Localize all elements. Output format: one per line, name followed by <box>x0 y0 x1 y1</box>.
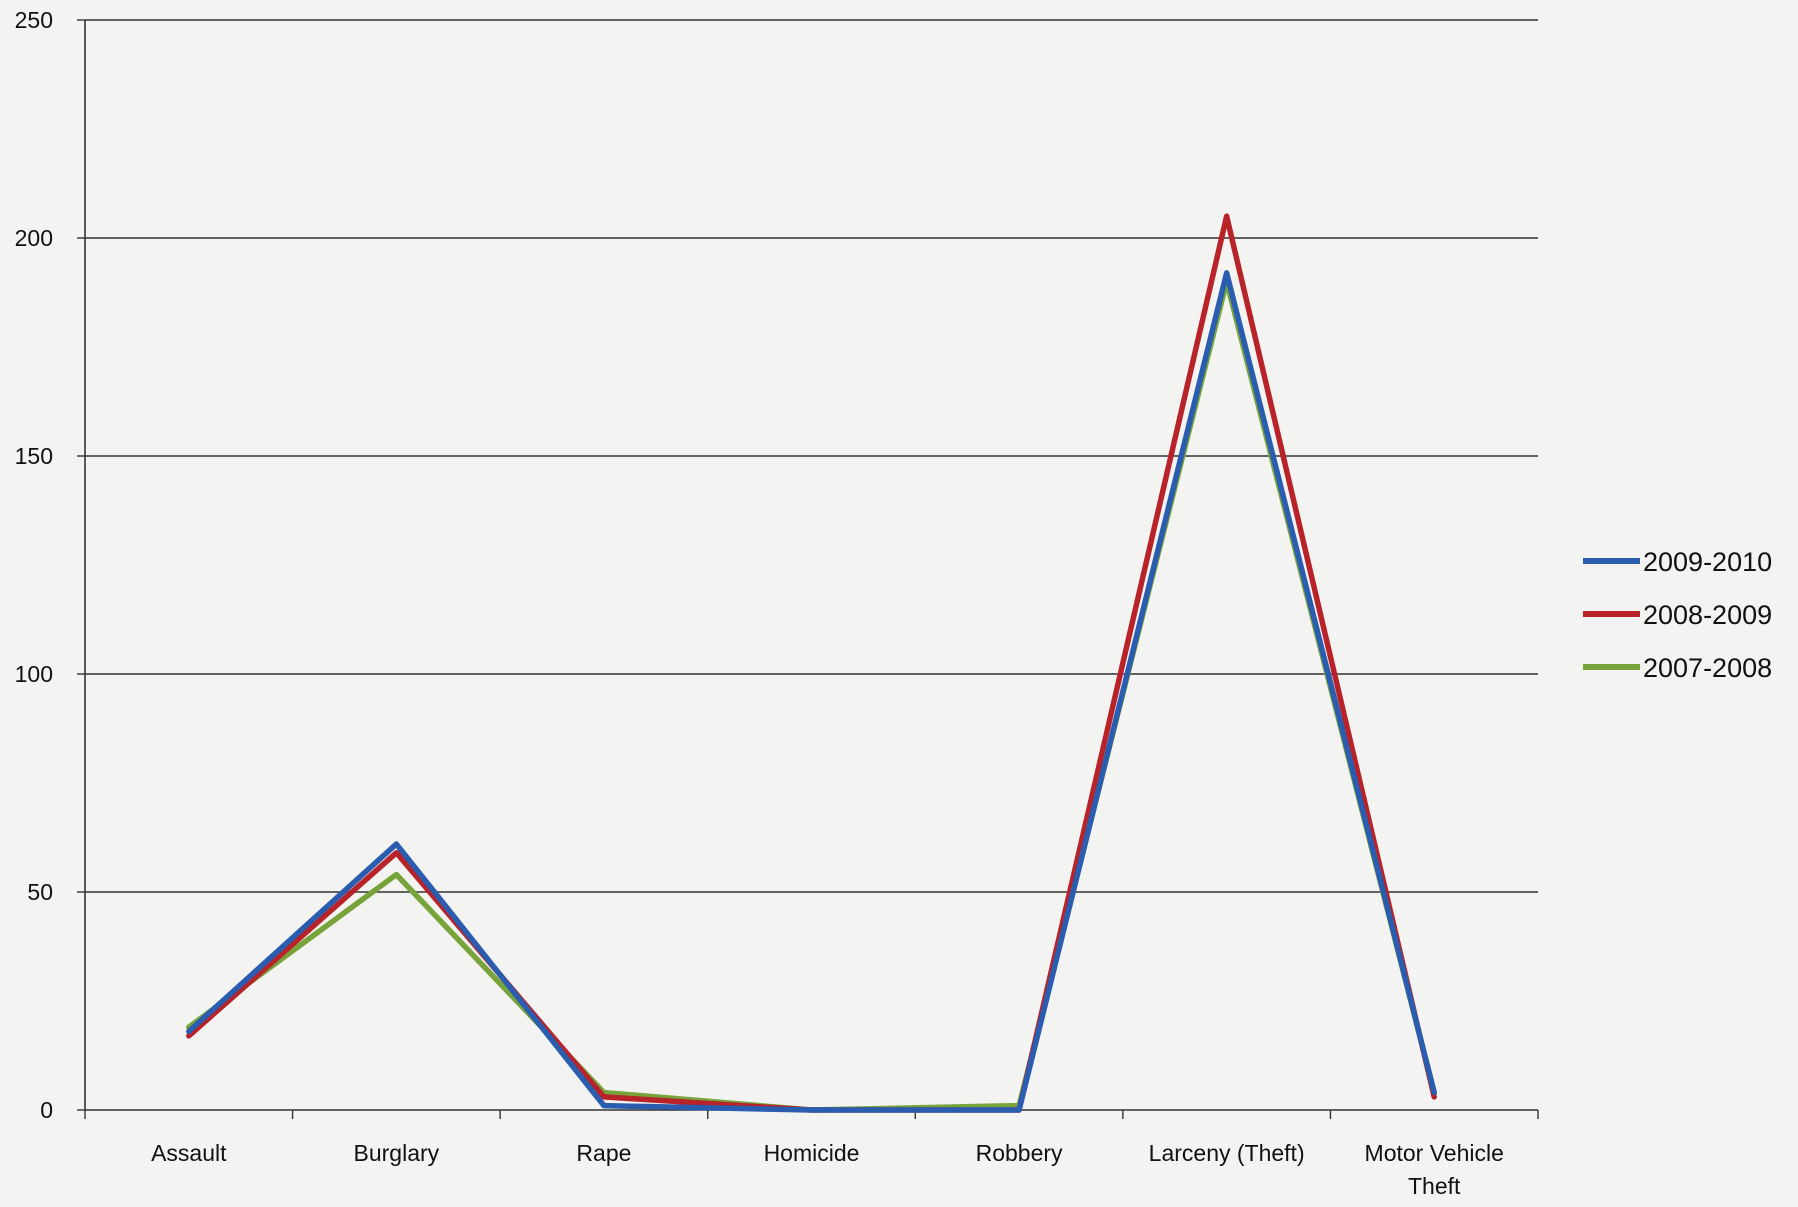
x-category-label: Robbery <box>976 1140 1063 1166</box>
legend: 2009-2010 2008-2009 2007-2008 <box>1583 547 1772 683</box>
y-tick-label: 50 <box>27 879 53 905</box>
y-tick-label: 200 <box>15 225 53 251</box>
x-category-label: Homicide <box>764 1140 860 1166</box>
legend-label: 2007-2008 <box>1643 653 1772 683</box>
x-category-label: Burglary <box>354 1140 440 1166</box>
series-lines <box>186 213 1437 1113</box>
y-tick-label: 0 <box>40 1097 53 1123</box>
legend-label: 2008-2009 <box>1643 600 1772 630</box>
legend-label: 2009-2010 <box>1643 547 1772 577</box>
x-category-label: Larceny (Theft) <box>1149 1140 1305 1166</box>
gridlines <box>85 19 1538 893</box>
y-tick-label: 150 <box>15 443 53 469</box>
x-category-label: Rape <box>576 1140 631 1166</box>
series-line-2007-2008 <box>186 278 1437 1113</box>
y-tick-label: 250 <box>15 7 53 33</box>
y-axis-ticks: 0 50 100 150 200 250 <box>15 7 85 1123</box>
y-tick-label: 100 <box>15 661 53 687</box>
series-line-2009-2010 <box>186 270 1437 1113</box>
x-category-label: Motor Vehicle Theft <box>1365 1140 1504 1199</box>
x-axis-ticks: Assault Burglary Rape Homicide Robbery Larcen… <box>84 1110 1539 1199</box>
x-category-label: Assault <box>151 1140 227 1166</box>
